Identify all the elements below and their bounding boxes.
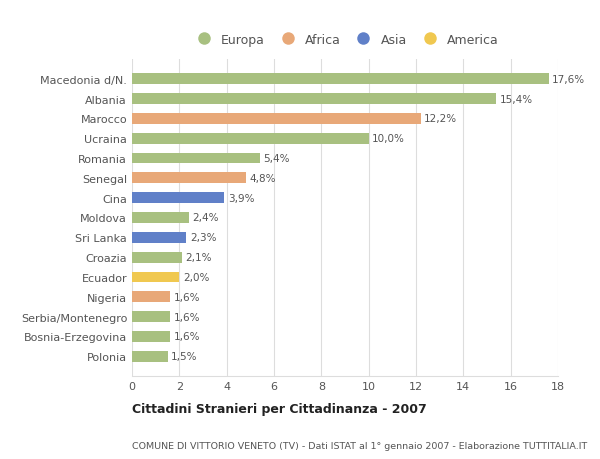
Bar (132, 134, 368, 144)
Text: 1,6%: 1,6% (173, 312, 200, 322)
Bar (132, 252, 182, 263)
Text: 15,4%: 15,4% (500, 94, 533, 104)
Text: 1,5%: 1,5% (171, 352, 197, 362)
Text: 17,6%: 17,6% (552, 74, 585, 84)
Text: 10,0%: 10,0% (372, 134, 405, 144)
Text: 1,6%: 1,6% (173, 292, 200, 302)
Text: COMUNE DI VITTORIO VENETO (TV) - Dati ISTAT al 1° gennaio 2007 - Elaborazione TU: COMUNE DI VITTORIO VENETO (TV) - Dati IS… (132, 441, 587, 450)
Text: 2,0%: 2,0% (183, 272, 209, 282)
Bar (132, 153, 260, 164)
Text: 12,2%: 12,2% (424, 114, 457, 124)
Bar (132, 173, 245, 184)
Text: 5,4%: 5,4% (263, 154, 290, 164)
Text: 2,3%: 2,3% (190, 233, 217, 243)
Bar (132, 312, 170, 322)
Bar (132, 292, 170, 302)
Bar (132, 351, 167, 362)
Legend: Europa, Africa, Asia, America: Europa, Africa, Asia, America (188, 31, 502, 49)
Bar (132, 331, 170, 342)
Text: 1,6%: 1,6% (173, 332, 200, 342)
Text: Cittadini Stranieri per Cittadinanza - 2007: Cittadini Stranieri per Cittadinanza - 2… (132, 403, 427, 415)
Text: 2,4%: 2,4% (193, 213, 219, 223)
Bar (132, 272, 179, 283)
Text: 4,8%: 4,8% (249, 174, 275, 184)
Bar (132, 114, 421, 124)
Bar (132, 74, 548, 85)
Bar (132, 193, 224, 204)
Text: 2,1%: 2,1% (185, 252, 212, 263)
Bar (132, 213, 189, 224)
Bar (132, 94, 496, 105)
Text: 3,9%: 3,9% (228, 193, 254, 203)
Bar (132, 232, 187, 243)
